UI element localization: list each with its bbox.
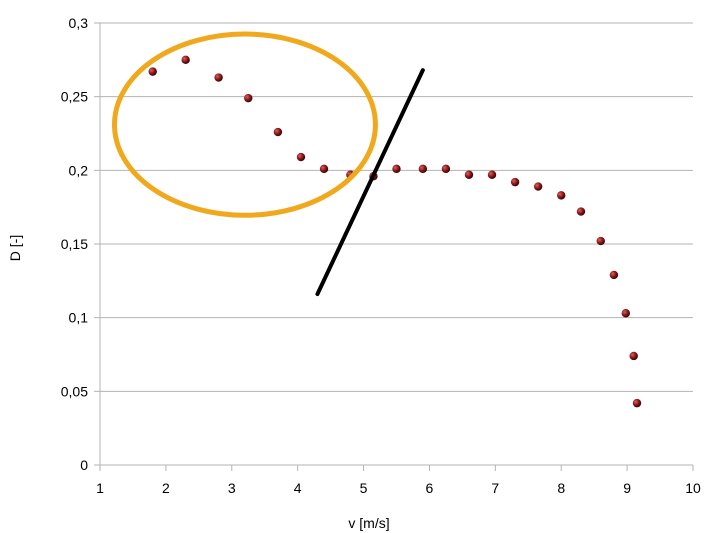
- x-tick-label: 8: [557, 480, 565, 496]
- y-tick-label: 0,1: [69, 310, 89, 326]
- x-tick-label: 10: [685, 480, 701, 496]
- data-point: [510, 177, 520, 187]
- data-point: [557, 191, 566, 200]
- data-point: [576, 207, 586, 216]
- x-tick-label: 7: [491, 480, 499, 496]
- data-point: [464, 170, 474, 179]
- y-tick-label: 0,2: [69, 162, 89, 178]
- data-point: [629, 351, 638, 361]
- data-point: [441, 164, 451, 174]
- x-axis-label: v [m/s]: [348, 515, 389, 531]
- data-point: [181, 55, 190, 65]
- x-tick-label: 1: [96, 480, 104, 496]
- data-point: [487, 170, 497, 179]
- data-point: [418, 164, 428, 174]
- data-points: [148, 55, 642, 408]
- y-tick-label: 0,25: [61, 89, 88, 105]
- annotations: [111, 31, 425, 297]
- y-tick-label: 0: [80, 457, 88, 473]
- data-point: [148, 67, 157, 76]
- x-tick-label: 5: [360, 480, 368, 496]
- data-point: [609, 270, 619, 280]
- x-tick-label: 4: [294, 480, 302, 496]
- x-tick-label: 2: [162, 480, 170, 496]
- data-point: [319, 164, 329, 174]
- data-point: [296, 152, 306, 162]
- data-point: [533, 182, 543, 191]
- y-tick-label: 0,05: [61, 383, 88, 399]
- data-point: [621, 309, 630, 318]
- y-axis-label: D [-]: [7, 235, 23, 261]
- y-tick-label: 0,15: [61, 236, 88, 252]
- axes: [94, 23, 694, 471]
- y-tick-label: 0,3: [69, 15, 89, 31]
- x-tick-label: 6: [426, 480, 434, 496]
- highlight-ellipse: [111, 31, 378, 218]
- x-tick-label: 3: [228, 480, 236, 496]
- data-point: [214, 73, 223, 82]
- x-tick-label: 9: [623, 480, 631, 496]
- data-point: [244, 93, 253, 103]
- data-point: [273, 127, 283, 137]
- y-tick-labels: 0 0,05 0,1 0,15 0,2 0,25 0,3: [61, 15, 88, 473]
- data-point: [632, 398, 642, 408]
- data-point: [392, 164, 401, 174]
- annotation-line: [315, 68, 425, 297]
- data-point: [596, 236, 605, 246]
- x-tick-labels: 1 2 3 4 5 6 7 8 9 10: [96, 480, 701, 496]
